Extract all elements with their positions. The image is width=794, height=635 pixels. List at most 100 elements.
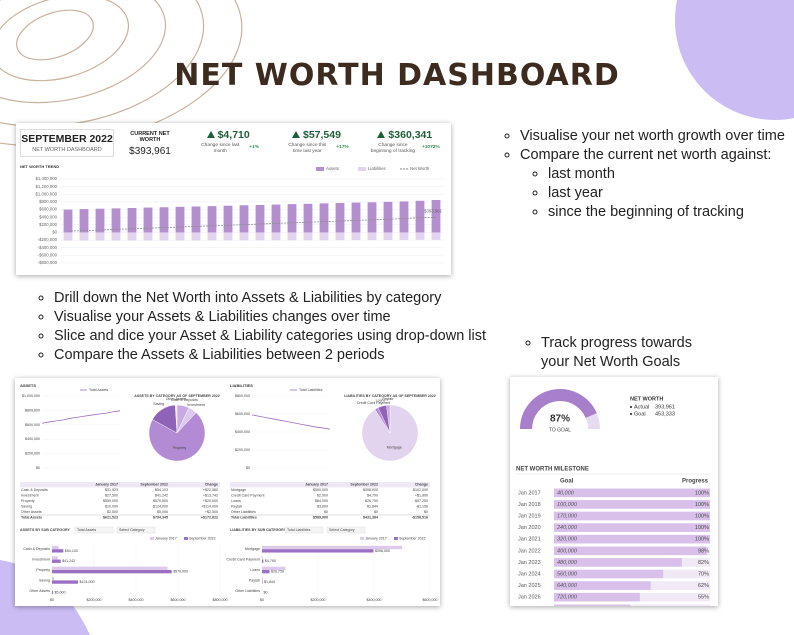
kpi: $57,549 Change since this time last year +… [272, 129, 360, 159]
bar [319, 232, 329, 241]
bar [191, 232, 201, 241]
trend-chart: NET WORTH TREND -$800,000 -$600,000 -$400,0… [20, 164, 444, 265]
milestone-goal: 240,000 [556, 525, 578, 531]
table-cell: +$13,742 [203, 494, 218, 498]
up-arrow [206, 131, 215, 138]
table-cell: -$102,000 [412, 488, 428, 492]
row-label: Investment [21, 494, 39, 498]
bar [431, 232, 441, 240]
category-label: Investment [32, 558, 50, 562]
row-value: 393,961 [655, 404, 675, 410]
kpi-value-row: $360,341 [361, 129, 449, 141]
y-tick-label: $0 [52, 230, 57, 235]
pie-slice [148, 412, 206, 462]
milestone-date: Jan 2022 [518, 548, 541, 554]
bar [159, 207, 169, 233]
category-label: Other Assets [29, 589, 50, 593]
table-cell: $1,844 [367, 505, 378, 509]
kpi: $360,341 Change since beginning of tracki… [361, 129, 449, 159]
slice-label: Loans [376, 398, 386, 402]
bar [95, 208, 105, 233]
bar [271, 232, 281, 241]
bar [262, 549, 374, 553]
table-cell: $550,000 [103, 499, 118, 503]
progress-bar [554, 523, 710, 532]
milestone-date: Jan 2020 [518, 525, 541, 531]
data-label: $398,000 [375, 549, 390, 553]
table-cell: +$172,822 [201, 516, 218, 520]
milestone-date: Jan 2021 [518, 537, 541, 543]
end-label: $393,961 [424, 209, 443, 214]
table-cell: $10,000 [105, 505, 118, 509]
table-header: September 2022 [140, 483, 168, 487]
table-cell: $124,000 [153, 505, 168, 509]
slice-label: Investment [187, 403, 205, 407]
data-label: $1,844 [264, 580, 275, 584]
row-label: Goal [634, 411, 646, 417]
progress-header: Progress [682, 479, 709, 485]
bar [95, 232, 105, 241]
dropdown-label: Select Category [119, 528, 145, 532]
gauge-value: 87% [550, 414, 570, 425]
chart-title: ASSETS [20, 383, 36, 388]
progress-bar [554, 592, 640, 602]
y-tick-label: $600,000 [39, 207, 58, 212]
table-header: January 2017 [95, 483, 118, 487]
current-label: CURRENT NET WORTH [130, 131, 170, 143]
bar [287, 204, 297, 233]
milestone-title: NET WORTH MILESTONE [516, 467, 589, 473]
bar [262, 556, 263, 560]
table-header-bg [230, 482, 430, 488]
bar [383, 201, 393, 233]
period: SEPTEMBER 2022 [21, 133, 113, 145]
y-tick-label: $600,000 [235, 412, 250, 416]
bar [207, 232, 217, 241]
progress-bar [554, 511, 710, 521]
category-label: Other Liabilities [235, 589, 260, 593]
bar [271, 204, 281, 233]
sub-bullet: last year [548, 184, 792, 203]
chart-title: LIABILITIES BY SUB CATEGORY [230, 528, 287, 532]
dropdown [116, 526, 156, 534]
row-label: Cash & Deposits [21, 488, 48, 492]
row-label: Other Liabilities [231, 510, 256, 514]
goal-bullet-box: Track progress towards your Net Worth Go… [513, 334, 718, 372]
milestone-date: Jan 2026 [518, 595, 541, 601]
table-header: Change [415, 483, 428, 487]
bar [52, 587, 53, 591]
table-cell: $0 [324, 510, 328, 514]
row-label: Loans [231, 499, 241, 503]
breakdown-dashboard: ASSETS $0 $200,000 $400,000 $600,000 $800,000… [15, 378, 440, 606]
milestone-progress: 62% [698, 583, 709, 589]
y-tick-label: $400,000 [25, 437, 40, 441]
bar [262, 580, 263, 584]
dropdown-label: Select Category [329, 528, 355, 532]
dropdown-label: Total Liabilities [287, 528, 311, 532]
row-value: 453,333 [655, 411, 675, 417]
table-header: September 2022 [350, 483, 378, 487]
legend-swatch [150, 537, 154, 540]
goal-bullet: Track progress towards your Net Worth Go… [541, 334, 718, 372]
row-label: Credit Card Payment [231, 494, 265, 498]
slice-label: Cash & Deposits [171, 398, 198, 402]
data-label: $570,000 [173, 570, 188, 574]
legend-label: January 2017 [155, 536, 177, 540]
legend-swatch [358, 167, 366, 171]
chart-title: NET WORTH TREND [20, 164, 59, 169]
table-cell: $621,523 [103, 516, 118, 520]
milestone-goal: 480,000 [557, 560, 578, 566]
y-tick-label: -$800,000 [38, 260, 58, 265]
dropdown [74, 526, 114, 534]
table-cell: $26,750 [365, 499, 378, 503]
bar [111, 232, 121, 241]
table-cell: $3,000 [317, 505, 328, 509]
row-label: Total Assets [21, 516, 42, 520]
sub-bullet: last month [548, 165, 792, 184]
progress-bar [554, 534, 710, 544]
progress-bar [554, 581, 651, 590]
y-tick-label: $200,000 [39, 222, 58, 227]
y-tick-label: $1,400,000 [35, 176, 57, 181]
kpi-value-row: $57,549 [272, 129, 360, 141]
kpi-detail: Change since last month +1% [184, 143, 272, 155]
bar [52, 556, 58, 560]
